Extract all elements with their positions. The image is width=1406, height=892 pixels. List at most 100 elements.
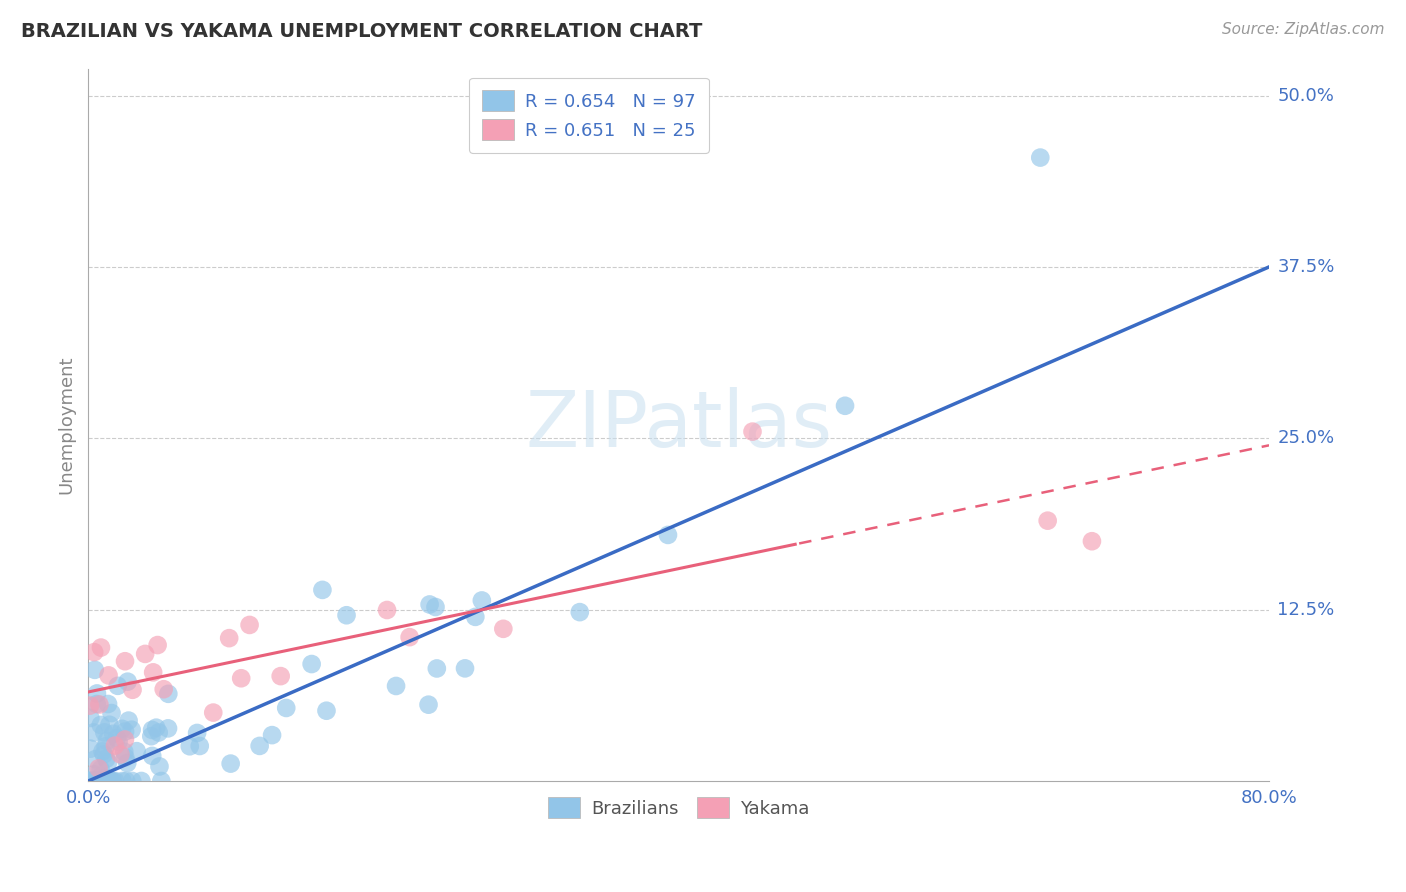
Point <box>145 721 167 735</box>
Point <box>94 739 117 754</box>
Point <box>150 774 173 789</box>
Point <box>121 723 143 737</box>
Point <box>91 774 114 789</box>
Point <box>84 752 107 766</box>
Point <box>398 630 420 644</box>
Point <box>93 774 115 789</box>
Point <box>90 763 112 777</box>
Point <box>96 774 118 789</box>
Text: Source: ZipAtlas.com: Source: ZipAtlas.com <box>1222 22 1385 37</box>
Point <box>1036 514 1059 528</box>
Point <box>111 722 134 736</box>
Point <box>142 665 165 680</box>
Point <box>100 706 122 720</box>
Point <box>103 727 125 741</box>
Point <box>186 726 208 740</box>
Point <box>121 682 143 697</box>
Point <box>471 593 494 607</box>
Text: BRAZILIAN VS YAKAMA UNEMPLOYMENT CORRELATION CHART: BRAZILIAN VS YAKAMA UNEMPLOYMENT CORRELA… <box>21 22 703 41</box>
Point <box>93 747 115 762</box>
Point <box>262 728 284 742</box>
Point <box>83 725 105 739</box>
Point <box>110 747 132 762</box>
Point <box>148 759 170 773</box>
Point <box>1029 151 1052 165</box>
Point <box>375 603 398 617</box>
Point <box>231 671 253 685</box>
Point <box>834 399 856 413</box>
Point <box>90 769 112 783</box>
Point <box>152 682 174 697</box>
Point <box>115 774 138 789</box>
Point <box>79 741 101 756</box>
Point <box>93 774 115 789</box>
Point <box>98 774 121 789</box>
Point <box>79 711 101 725</box>
Point <box>97 756 120 770</box>
Point <box>89 698 111 712</box>
Point <box>100 774 122 789</box>
Legend: Brazilians, Yakama: Brazilians, Yakama <box>541 790 817 825</box>
Point <box>83 645 105 659</box>
Point <box>141 723 163 737</box>
Point <box>425 600 447 615</box>
Point <box>107 679 129 693</box>
Point <box>270 669 292 683</box>
Point <box>87 774 110 789</box>
Point <box>117 714 139 728</box>
Point <box>146 638 169 652</box>
Point <box>97 774 120 789</box>
Point <box>464 610 486 624</box>
Point <box>385 679 408 693</box>
Point <box>91 774 114 789</box>
Point <box>114 750 136 764</box>
Point <box>157 722 180 736</box>
Point <box>93 725 115 739</box>
Point <box>157 687 180 701</box>
Point <box>89 774 111 789</box>
Point <box>83 663 105 677</box>
Point <box>315 704 337 718</box>
Point <box>301 657 323 671</box>
Point <box>83 774 105 789</box>
Point <box>86 774 108 789</box>
Point <box>657 528 679 542</box>
Point <box>98 774 121 789</box>
Point <box>419 598 441 612</box>
Point <box>97 697 120 711</box>
Point <box>125 744 148 758</box>
Point <box>141 748 163 763</box>
Text: 50.0%: 50.0% <box>1278 87 1334 105</box>
Point <box>218 631 240 645</box>
Point <box>87 761 110 775</box>
Point <box>418 698 440 712</box>
Point <box>93 771 115 785</box>
Point <box>98 718 121 732</box>
Point <box>86 774 108 789</box>
Point <box>82 774 104 789</box>
Point <box>105 731 128 745</box>
Text: 12.5%: 12.5% <box>1278 600 1334 619</box>
Point <box>249 739 271 753</box>
Point <box>276 701 298 715</box>
Text: 25.0%: 25.0% <box>1278 429 1334 448</box>
Point <box>79 774 101 789</box>
Point <box>1081 534 1104 549</box>
Point <box>98 773 121 788</box>
Point <box>86 774 108 789</box>
Point <box>741 425 763 439</box>
Point <box>80 774 103 789</box>
Point <box>568 605 591 619</box>
Point <box>114 724 136 739</box>
Point <box>239 618 262 632</box>
Point <box>104 774 127 789</box>
Point <box>335 608 357 623</box>
Point <box>148 725 170 739</box>
Point <box>117 756 139 770</box>
Point <box>97 668 120 682</box>
Point <box>111 774 134 789</box>
Text: ZIPatlas: ZIPatlas <box>526 387 832 463</box>
Point <box>112 745 135 759</box>
Point <box>311 582 333 597</box>
Point <box>219 756 242 771</box>
